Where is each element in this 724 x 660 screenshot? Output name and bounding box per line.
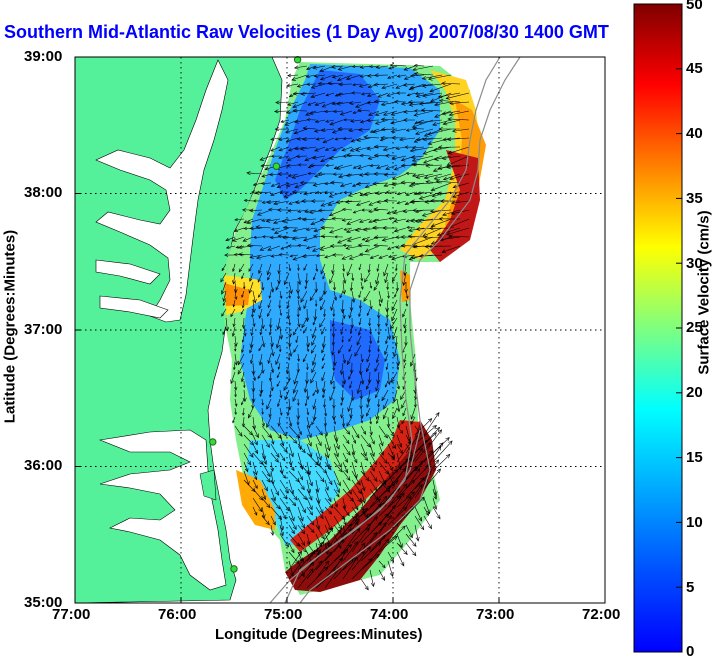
colorbar [634, 4, 682, 652]
colorbar-tick-label: 5 [686, 579, 694, 596]
colorbar-tick-label: 45 [686, 60, 703, 77]
x-tick-label: 76:00 [158, 606, 196, 623]
radar-station-marker [273, 163, 279, 169]
colorbar-tick-label: 40 [686, 125, 703, 142]
x-axis-label: Longitude (Degrees:Minutes) [215, 626, 423, 643]
colorbar-tick-label: 0 [686, 643, 694, 660]
y-tick-label: 38:00 [24, 184, 62, 201]
x-tick-label: 74:00 [370, 606, 408, 623]
y-tick-label: 39:00 [24, 48, 62, 65]
x-tick-label: 73:00 [476, 606, 514, 623]
colorbar-tick-label: 50 [686, 0, 703, 13]
y-axis-label: Latitude (Degrees:Minutes) [2, 217, 19, 437]
x-tick-label: 72:00 [582, 606, 620, 623]
radar-station-marker [231, 566, 237, 572]
y-tick-label: 37:00 [24, 321, 62, 338]
colorbar-tick-label: 15 [686, 449, 703, 466]
x-tick-label: 75:00 [264, 606, 302, 623]
colorbar-label: Surface Velocity (cm/s) [696, 183, 713, 403]
colorbar-tick-label: 10 [686, 514, 703, 531]
y-tick-label: 36:00 [24, 457, 62, 474]
y-tick-label: 35:00 [24, 594, 62, 611]
radar-station-marker [210, 439, 216, 445]
